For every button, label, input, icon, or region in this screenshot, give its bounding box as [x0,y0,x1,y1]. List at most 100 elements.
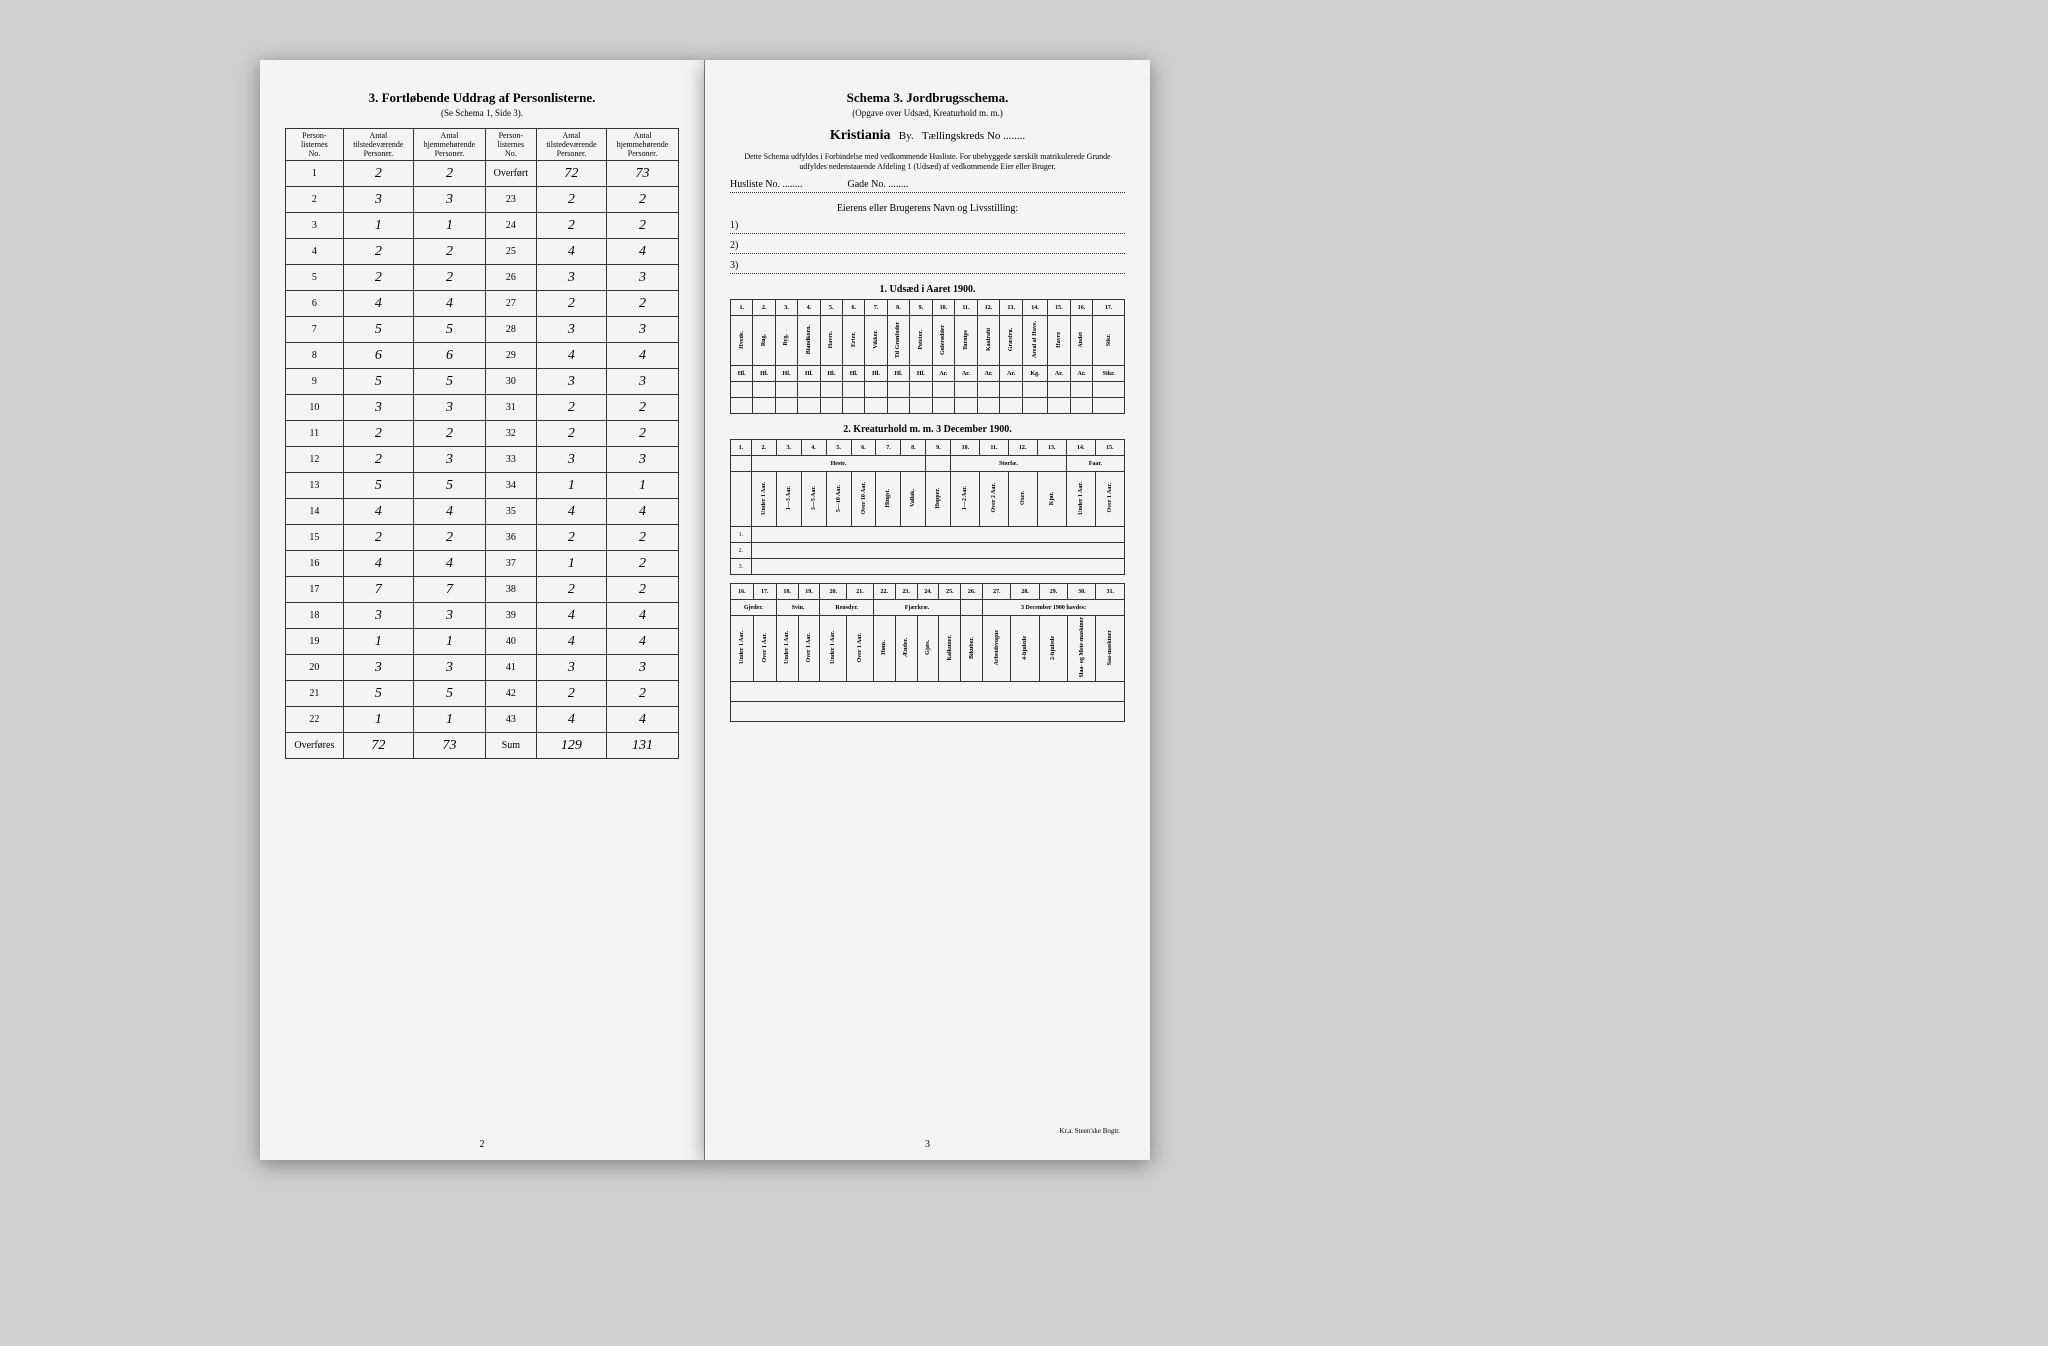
kreatur-table: 1.2.3.4.5.6.7.8.9.10.11.12.13.14.15. Hes… [730,439,1125,575]
cell: 14 [286,499,344,525]
table-row: 7552833 [286,317,679,343]
cell: 2 [343,161,413,187]
table-row: 16443712 [286,551,679,577]
cell: 4 [536,239,606,265]
table-row: 9553033 [286,369,679,395]
cell: 3 [607,265,679,291]
cell: 5 [413,473,485,499]
cell: 3 [413,447,485,473]
cell: 9 [286,369,344,395]
cell: 27 [485,291,536,317]
table-row: 20334133 [286,655,679,681]
cell: 6 [286,291,344,317]
cell: 72 [536,161,606,187]
cell: 13 [286,473,344,499]
cell: 5 [343,369,413,395]
cell: 3 [413,395,485,421]
table-row: 4222544 [286,239,679,265]
cell: 4 [343,499,413,525]
cell: 3 [413,655,485,681]
instruction-note: Dette Schema udfyldes i Forbindelse med … [730,152,1125,171]
owner-line: 1) [730,220,1125,234]
cell: 7 [413,577,485,603]
cell: 2 [413,239,485,265]
cell: 28 [485,317,536,343]
section1-title: 1. Udsæd i Aaret 1900. [730,284,1125,295]
cell: 7 [343,577,413,603]
cell: 42 [485,681,536,707]
cell: 6 [343,343,413,369]
cell: 26 [485,265,536,291]
table-row: 8662944 [286,343,679,369]
cell: 1 [413,707,485,733]
cell: 3 [536,265,606,291]
cell: 3 [607,655,679,681]
cell: 3 [607,369,679,395]
cell: 5 [343,473,413,499]
section2-title: 2. Kreaturhold m. m. 3 December 1900. [730,424,1125,435]
cell: 8 [286,343,344,369]
cell: 5 [343,681,413,707]
table-row: 12233333 [286,447,679,473]
cell: 3 [536,369,606,395]
col-header: AntalhjemmehørendePersoner. [607,129,679,161]
cell: 4 [343,291,413,317]
col-header: Person-listernesNo. [485,129,536,161]
cell: 7 [286,317,344,343]
cell: 3 [343,603,413,629]
cell: 2 [607,577,679,603]
cell: 1 [413,213,485,239]
cell: 2 [413,265,485,291]
table-row: 3112422 [286,213,679,239]
table-row: 22114344 [286,707,679,733]
cell: 2 [536,681,606,707]
city-name: Kristiania [830,128,891,143]
table-row: 13553411 [286,473,679,499]
cell: 2 [536,291,606,317]
cell: 40 [485,629,536,655]
printer-credit: Kr.a. Steen'ske Bogtr. [1059,1127,1120,1135]
cell: 2 [343,239,413,265]
table-row: 18333944 [286,603,679,629]
cell: 30 [485,369,536,395]
table-row: 14443544 [286,499,679,525]
cell: 3 [413,603,485,629]
husliste-line: Husliste No. ........ Gade No. ........ [730,179,1125,193]
cell: 2 [536,187,606,213]
cell: 129 [536,733,606,759]
owner-label: Eierens eller Brugerens Navn og Livsstil… [730,203,1125,214]
table-row: 19114044 [286,629,679,655]
table-row: 6442722 [286,291,679,317]
cell: 4 [536,629,606,655]
cell: 2 [607,395,679,421]
table-row: 122Overført7273 [286,161,679,187]
cell: 5 [413,681,485,707]
cell: 2 [343,421,413,447]
cell: 1 [343,707,413,733]
cell: 11 [286,421,344,447]
cell: 2 [607,213,679,239]
cell: 34 [485,473,536,499]
table-row: 21554222 [286,681,679,707]
cell: 2 [343,447,413,473]
cell: 4 [607,707,679,733]
cell: 2 [607,525,679,551]
cell: 41 [485,655,536,681]
cell: 16 [286,551,344,577]
cell: 31 [485,395,536,421]
city-line: Kristiania By. Tællingskreds No ........ [730,128,1125,144]
right-title: Schema 3. Jordbrugsschema. [730,90,1125,106]
cell: 29 [485,343,536,369]
left-title: 3. Fortløbende Uddrag af Personlisterne. [285,90,679,106]
cell: Sum [485,733,536,759]
owner-line: 3) [730,260,1125,274]
cell: 3 [343,187,413,213]
cell: 3 [286,213,344,239]
cell: 2 [536,213,606,239]
col-header: AntaltilstedeværendePersoner. [536,129,606,161]
cell: Overføres [286,733,344,759]
right-pagenum: 3 [705,1139,1150,1150]
left-subtitle: (Se Schema 1, Side 3). [285,108,679,118]
cell: 4 [536,603,606,629]
cell: 2 [413,161,485,187]
